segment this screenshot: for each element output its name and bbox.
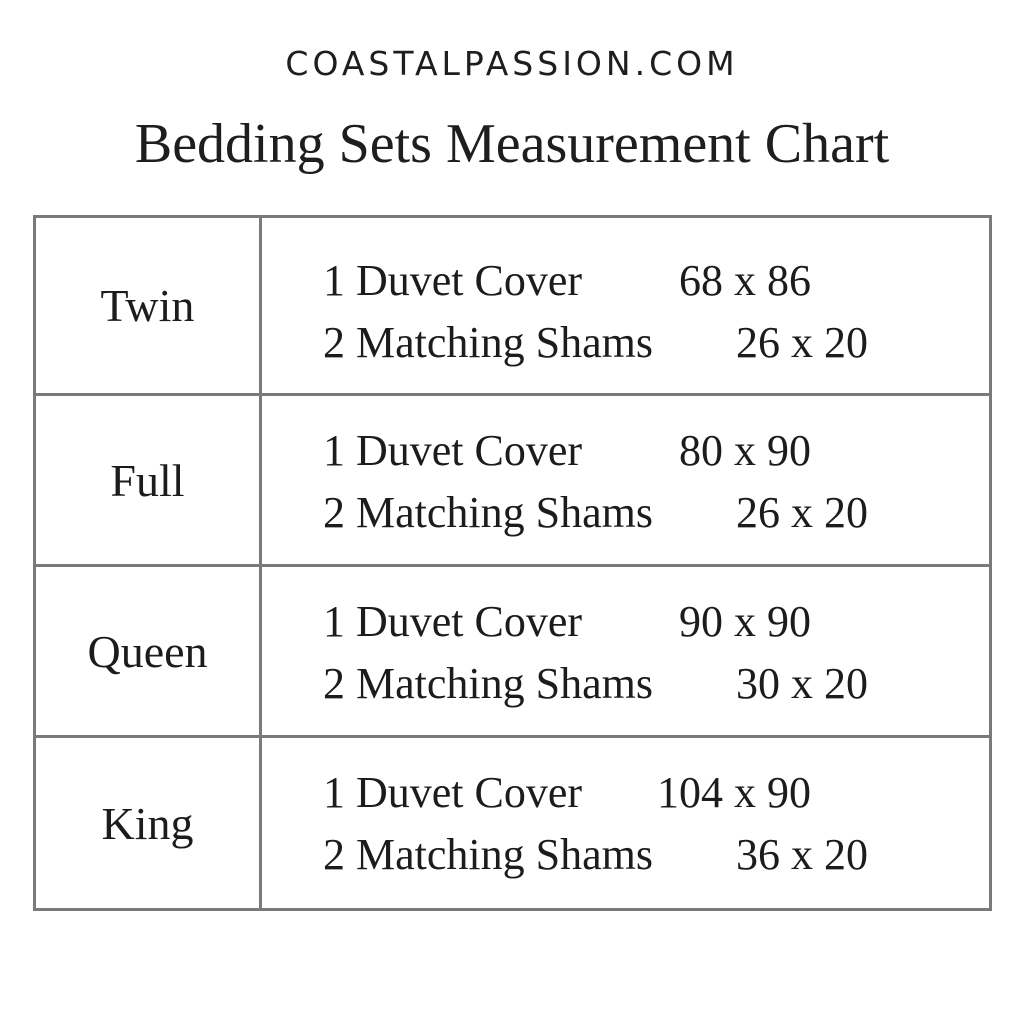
- table-row-queen: Queen 1 Duvet Cover 90 x 90 2 Matching Sh…: [36, 567, 989, 738]
- shams-line: 2 Matching Shams 30 x 20: [323, 656, 868, 712]
- item-dims: 30 x 20: [736, 659, 868, 708]
- measurement-table: Twin 1 Duvet Cover 68 x 86 2 Matching Sha…: [33, 215, 992, 911]
- item-name: 2 Matching Shams: [323, 488, 653, 537]
- shams-line: 2 Matching Shams 36 x 20: [323, 827, 868, 883]
- item-dims: 68 x 86: [679, 256, 811, 305]
- item-name: 1 Duvet Cover: [323, 426, 583, 475]
- duvet-line: 1 Duvet Cover 80 x 90: [323, 423, 868, 479]
- item-name: 1 Duvet Cover: [323, 256, 583, 305]
- shams-line: 2 Matching Shams 26 x 20: [323, 315, 868, 371]
- column-divider: [259, 567, 262, 735]
- item-name: 2 Matching Shams: [323, 318, 653, 367]
- item-dims: 26 x 20: [736, 318, 868, 367]
- duvet-line: 1 Duvet Cover 104 x 90: [323, 765, 868, 821]
- item-dims: 104 x 90: [657, 768, 811, 817]
- table-row-full: Full 1 Duvet Cover 80 x 90 2 Matching Sha…: [36, 396, 989, 567]
- duvet-line: 1 Duvet Cover 68 x 86: [323, 253, 868, 309]
- site-name: COASTALPASSION.COM: [285, 44, 739, 83]
- item-name: 1 Duvet Cover: [323, 768, 583, 817]
- size-label: Twin: [100, 280, 195, 331]
- item-dims: 80 x 90: [679, 426, 811, 475]
- item-name: 2 Matching Shams: [323, 830, 653, 879]
- item-dims: 26 x 20: [736, 488, 868, 537]
- size-label: King: [101, 797, 194, 849]
- item-dims: 36 x 20: [736, 830, 868, 879]
- item-name: 1 Duvet Cover: [323, 597, 583, 646]
- duvet-line: 1 Duvet Cover 90 x 90: [323, 594, 868, 650]
- size-label: Queen: [87, 625, 208, 677]
- table-row-twin: Twin 1 Duvet Cover 68 x 86 2 Matching Sha…: [36, 218, 989, 396]
- column-divider: [259, 218, 262, 393]
- table-row-king: King 1 Duvet Cover 104 x 90 2 Matching Sh…: [36, 738, 989, 908]
- size-label: Full: [110, 454, 185, 506]
- shams-line: 2 Matching Shams 26 x 20: [323, 485, 868, 541]
- page-title: Bedding Sets Measurement Chart: [134, 113, 890, 175]
- column-divider: [259, 396, 262, 564]
- column-divider: [259, 738, 262, 908]
- item-dims: 90 x 90: [679, 597, 811, 646]
- item-name: 2 Matching Shams: [323, 659, 653, 708]
